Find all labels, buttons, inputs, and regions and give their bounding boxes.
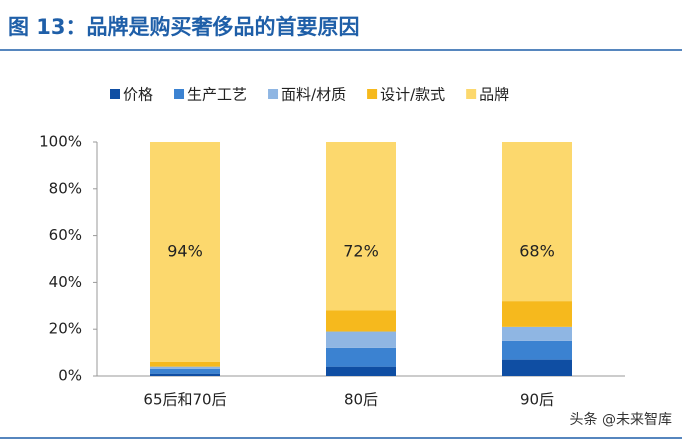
bar-segment: [326, 366, 396, 376]
bar-segment: [326, 310, 396, 332]
bar-segment: [502, 359, 572, 376]
y-tick-label: 60%: [49, 226, 82, 244]
y-tick-label: 40%: [49, 273, 82, 291]
bar-segment: [150, 366, 220, 369]
bar-segment: [150, 373, 220, 376]
legend-label: 面料/材质: [281, 86, 346, 104]
bar-segment: [502, 301, 572, 327]
y-tick-label: 100%: [39, 133, 82, 151]
data-label: 94%: [167, 242, 203, 261]
legend-label: 价格: [123, 86, 153, 104]
bar-segment: [326, 142, 396, 311]
bar-segment: [150, 368, 220, 374]
bar-segment: [502, 326, 572, 341]
legend-swatch: [110, 89, 120, 99]
data-label: 68%: [519, 242, 555, 261]
x-tick-label: 80后: [344, 391, 378, 409]
bar-segment: [502, 142, 572, 302]
y-tick-label: 20%: [49, 320, 82, 338]
watermark: 头条 @未来智库: [570, 411, 672, 428]
bar-segment: [326, 331, 396, 348]
legend-swatch: [466, 89, 477, 99]
bar-segment: [150, 361, 220, 367]
data-label: 72%: [343, 242, 379, 261]
bar-segment: [502, 340, 572, 360]
legend-swatch: [268, 89, 279, 99]
legend-swatch: [174, 89, 185, 99]
y-tick-label: 0%: [58, 367, 82, 385]
bar-segment: [326, 347, 396, 367]
x-tick-label: 90后: [520, 391, 554, 409]
legend-label: 品牌: [479, 86, 509, 104]
legend-swatch: [367, 89, 378, 99]
legend-label: 生产工艺: [187, 86, 247, 104]
x-tick-label: 65后和70后: [143, 391, 226, 409]
chart-title: 图 13：品牌是购买奢侈品的首要原因: [8, 15, 360, 39]
bar-segment: [150, 142, 220, 362]
legend-label: 设计/款式: [380, 86, 445, 104]
y-tick-label: 80%: [49, 179, 82, 197]
